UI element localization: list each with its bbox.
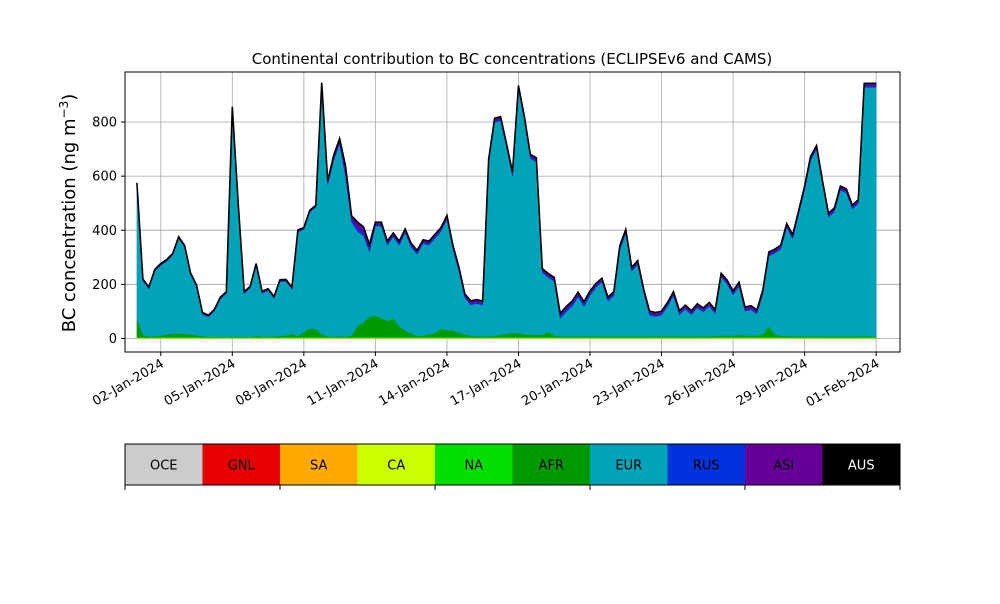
plot-frame (124, 71, 901, 353)
legend-label-oce: OCE (150, 459, 178, 474)
area-layer (136, 82, 877, 339)
x-tick-label: 01-Feb-2024 (804, 356, 883, 410)
y-axis-label-superscript: −3 (57, 101, 71, 119)
legend-label-aus: AUS (848, 459, 875, 474)
x-tick-label: 02-Jan-2024 (90, 356, 167, 409)
x-tick-label: 17-Jan-2024 (448, 356, 525, 409)
x-tick-label: 23-Jan-2024 (591, 356, 668, 409)
legend-label-gnl: GNL (228, 459, 256, 474)
chart-title: Continental contribution to BC concentra… (252, 50, 773, 68)
area-series-eur (136, 85, 877, 338)
legend-swatch-asi (745, 444, 823, 485)
legend-swatch-sa (280, 444, 358, 485)
legend-swatch-ca (357, 444, 435, 485)
x-axis: 02-Jan-202405-Jan-202408-Jan-202411-Jan-… (90, 352, 882, 410)
x-tick-label: 05-Jan-2024 (162, 356, 239, 409)
legend-label-eur: EUR (615, 459, 642, 474)
outline-layer (136, 82, 877, 317)
legend-label-ca: CA (387, 459, 405, 474)
total-outline-line (136, 82, 877, 317)
legend-label-na: NA (464, 459, 483, 474)
legend-swatch-na (435, 444, 513, 485)
legend-swatch-eur (590, 444, 668, 485)
y-tick-label: 0 (109, 332, 117, 347)
y-axis-label: BC concentration (ng m−3) (57, 94, 80, 333)
x-tick-label: 26-Jan-2024 (662, 356, 739, 409)
y-axis-label-base: BC concentration (ng m (59, 118, 80, 332)
legend-colorbar: OCE GNL SA CA NA AFR EUR RUS ASI AUS (124, 443, 901, 490)
legend-label-rus: RUS (693, 459, 720, 474)
y-axis-label-close: ) (59, 94, 80, 101)
legend-swatch-aus (822, 444, 900, 485)
y-tick-label: 400 (92, 224, 117, 239)
legend-swatch-afr (512, 444, 590, 485)
x-tick-label: 29-Jan-2024 (734, 356, 811, 409)
legend-label-asi: ASI (773, 459, 794, 474)
legend-swatch-oce (125, 444, 203, 485)
legend-swatch-gnl (202, 444, 280, 485)
legend-frame (124, 443, 901, 486)
x-tick-label: 14-Jan-2024 (376, 356, 453, 409)
y-tick-label: 600 (92, 170, 117, 185)
legend-label-sa: SA (310, 459, 327, 474)
legend-label-afr: AFR (539, 459, 564, 474)
y-tick-label: 800 (92, 116, 117, 131)
x-tick-label: 20-Jan-2024 (519, 356, 596, 409)
x-tick-label: 08-Jan-2024 (233, 356, 310, 409)
y-tick-label: 200 (92, 278, 117, 293)
legend-swatch-rus (667, 444, 745, 485)
y-axis: 0 200 400 600 800 (92, 116, 125, 347)
x-tick-label: 11-Jan-2024 (305, 356, 382, 409)
y-axis-label-group: BC concentration (ng m−3) (57, 94, 80, 333)
